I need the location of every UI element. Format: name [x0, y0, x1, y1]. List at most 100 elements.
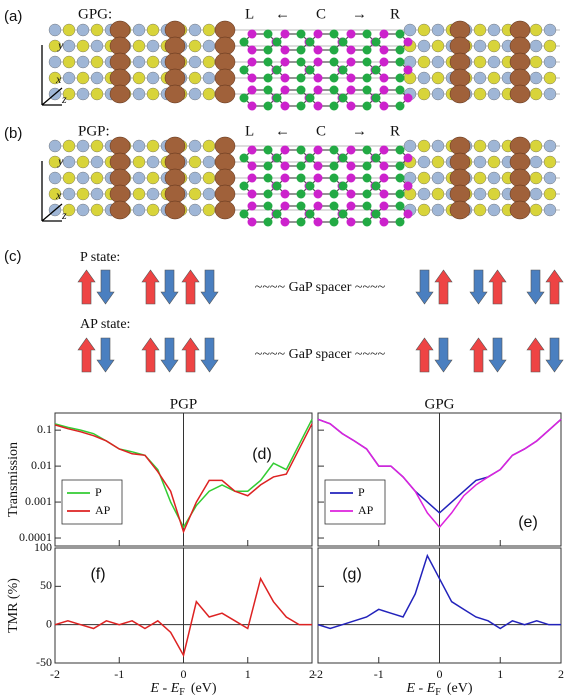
- atom: [488, 140, 500, 152]
- atom: [147, 24, 159, 36]
- y-tick-label: 0.001: [25, 494, 52, 508]
- atom: [91, 88, 103, 100]
- atom: [330, 30, 339, 39]
- y-tick-label: 100: [34, 540, 52, 554]
- x-axis-label: E - EF(eV): [150, 681, 217, 698]
- atom: [347, 202, 356, 211]
- atom: [418, 72, 430, 84]
- atom: [49, 24, 61, 36]
- atom: [314, 174, 323, 183]
- atom: [110, 137, 130, 155]
- atom: [165, 185, 185, 203]
- atom: [396, 58, 405, 67]
- atom: [380, 162, 389, 171]
- arrow-label: ←: [275, 123, 290, 139]
- atom: [110, 85, 130, 103]
- atom: [297, 102, 306, 111]
- atom: [240, 38, 249, 47]
- atom: [110, 169, 130, 187]
- atom: [339, 38, 348, 47]
- atom: [203, 140, 215, 152]
- atom: [203, 172, 215, 184]
- atom: [418, 172, 430, 184]
- atom: [264, 190, 273, 199]
- atom: [215, 21, 235, 39]
- atom: [418, 88, 430, 100]
- x-axis-label-part: F: [179, 687, 185, 698]
- atom: [510, 153, 530, 171]
- atom: [380, 86, 389, 95]
- atom: [432, 24, 444, 36]
- atom: [530, 56, 542, 68]
- atom: [297, 86, 306, 95]
- atom: [450, 37, 470, 55]
- atom: [314, 162, 323, 171]
- axis-label: z: [61, 92, 67, 106]
- atom: [189, 88, 201, 100]
- atom: [248, 46, 257, 55]
- spin-arrow: [546, 338, 563, 372]
- axis-label: z: [61, 208, 67, 222]
- atom: [314, 218, 323, 227]
- atom: [339, 182, 348, 191]
- atom: [63, 24, 75, 36]
- x-axis-label-part: F: [435, 687, 441, 698]
- atom: [474, 24, 486, 36]
- lead-label: L: [245, 6, 254, 22]
- atom: [77, 56, 89, 68]
- atom: [450, 137, 470, 155]
- atom: [418, 140, 430, 152]
- atom: [248, 58, 257, 67]
- atom: [189, 172, 201, 184]
- axis-label: x: [55, 72, 62, 86]
- x-axis-label-part: (eV): [191, 681, 217, 696]
- atom: [264, 202, 273, 211]
- atom: [474, 88, 486, 100]
- atom: [264, 218, 273, 227]
- atom: [248, 30, 257, 39]
- atom: [418, 156, 430, 168]
- atom: [530, 140, 542, 152]
- atom: [314, 86, 323, 95]
- legend-label: AP: [95, 503, 111, 517]
- atom: [314, 30, 323, 39]
- atom: [77, 24, 89, 36]
- atom: [396, 174, 405, 183]
- atom: [215, 85, 235, 103]
- atom: [432, 72, 444, 84]
- atom: [544, 72, 556, 84]
- atom: [49, 140, 61, 152]
- lead-label: L: [245, 123, 254, 139]
- atom: [363, 190, 372, 199]
- chart-title: PGP: [170, 396, 198, 412]
- atom: [306, 66, 315, 75]
- atom: [372, 66, 381, 75]
- atom: [240, 210, 249, 219]
- atom: [133, 24, 145, 36]
- atom: [544, 88, 556, 100]
- atom: [203, 40, 215, 52]
- atom: [133, 88, 145, 100]
- atom: [165, 37, 185, 55]
- atom: [544, 40, 556, 52]
- atom: [432, 40, 444, 52]
- center-label: C: [316, 6, 326, 22]
- atom: [281, 46, 290, 55]
- atom: [314, 202, 323, 211]
- atom: [264, 86, 273, 95]
- atom: [248, 190, 257, 199]
- atom: [372, 38, 381, 47]
- atom: [330, 146, 339, 155]
- atom: [330, 102, 339, 111]
- atom: [110, 21, 130, 39]
- x-tick-label: -2: [313, 667, 323, 681]
- spin-arrow: [489, 338, 506, 372]
- atom: [297, 202, 306, 211]
- atom: [147, 156, 159, 168]
- atom: [510, 21, 530, 39]
- atom: [165, 153, 185, 171]
- atom: [147, 188, 159, 200]
- atom: [404, 94, 413, 103]
- structure-name: GPG:: [78, 6, 112, 22]
- atom: [380, 202, 389, 211]
